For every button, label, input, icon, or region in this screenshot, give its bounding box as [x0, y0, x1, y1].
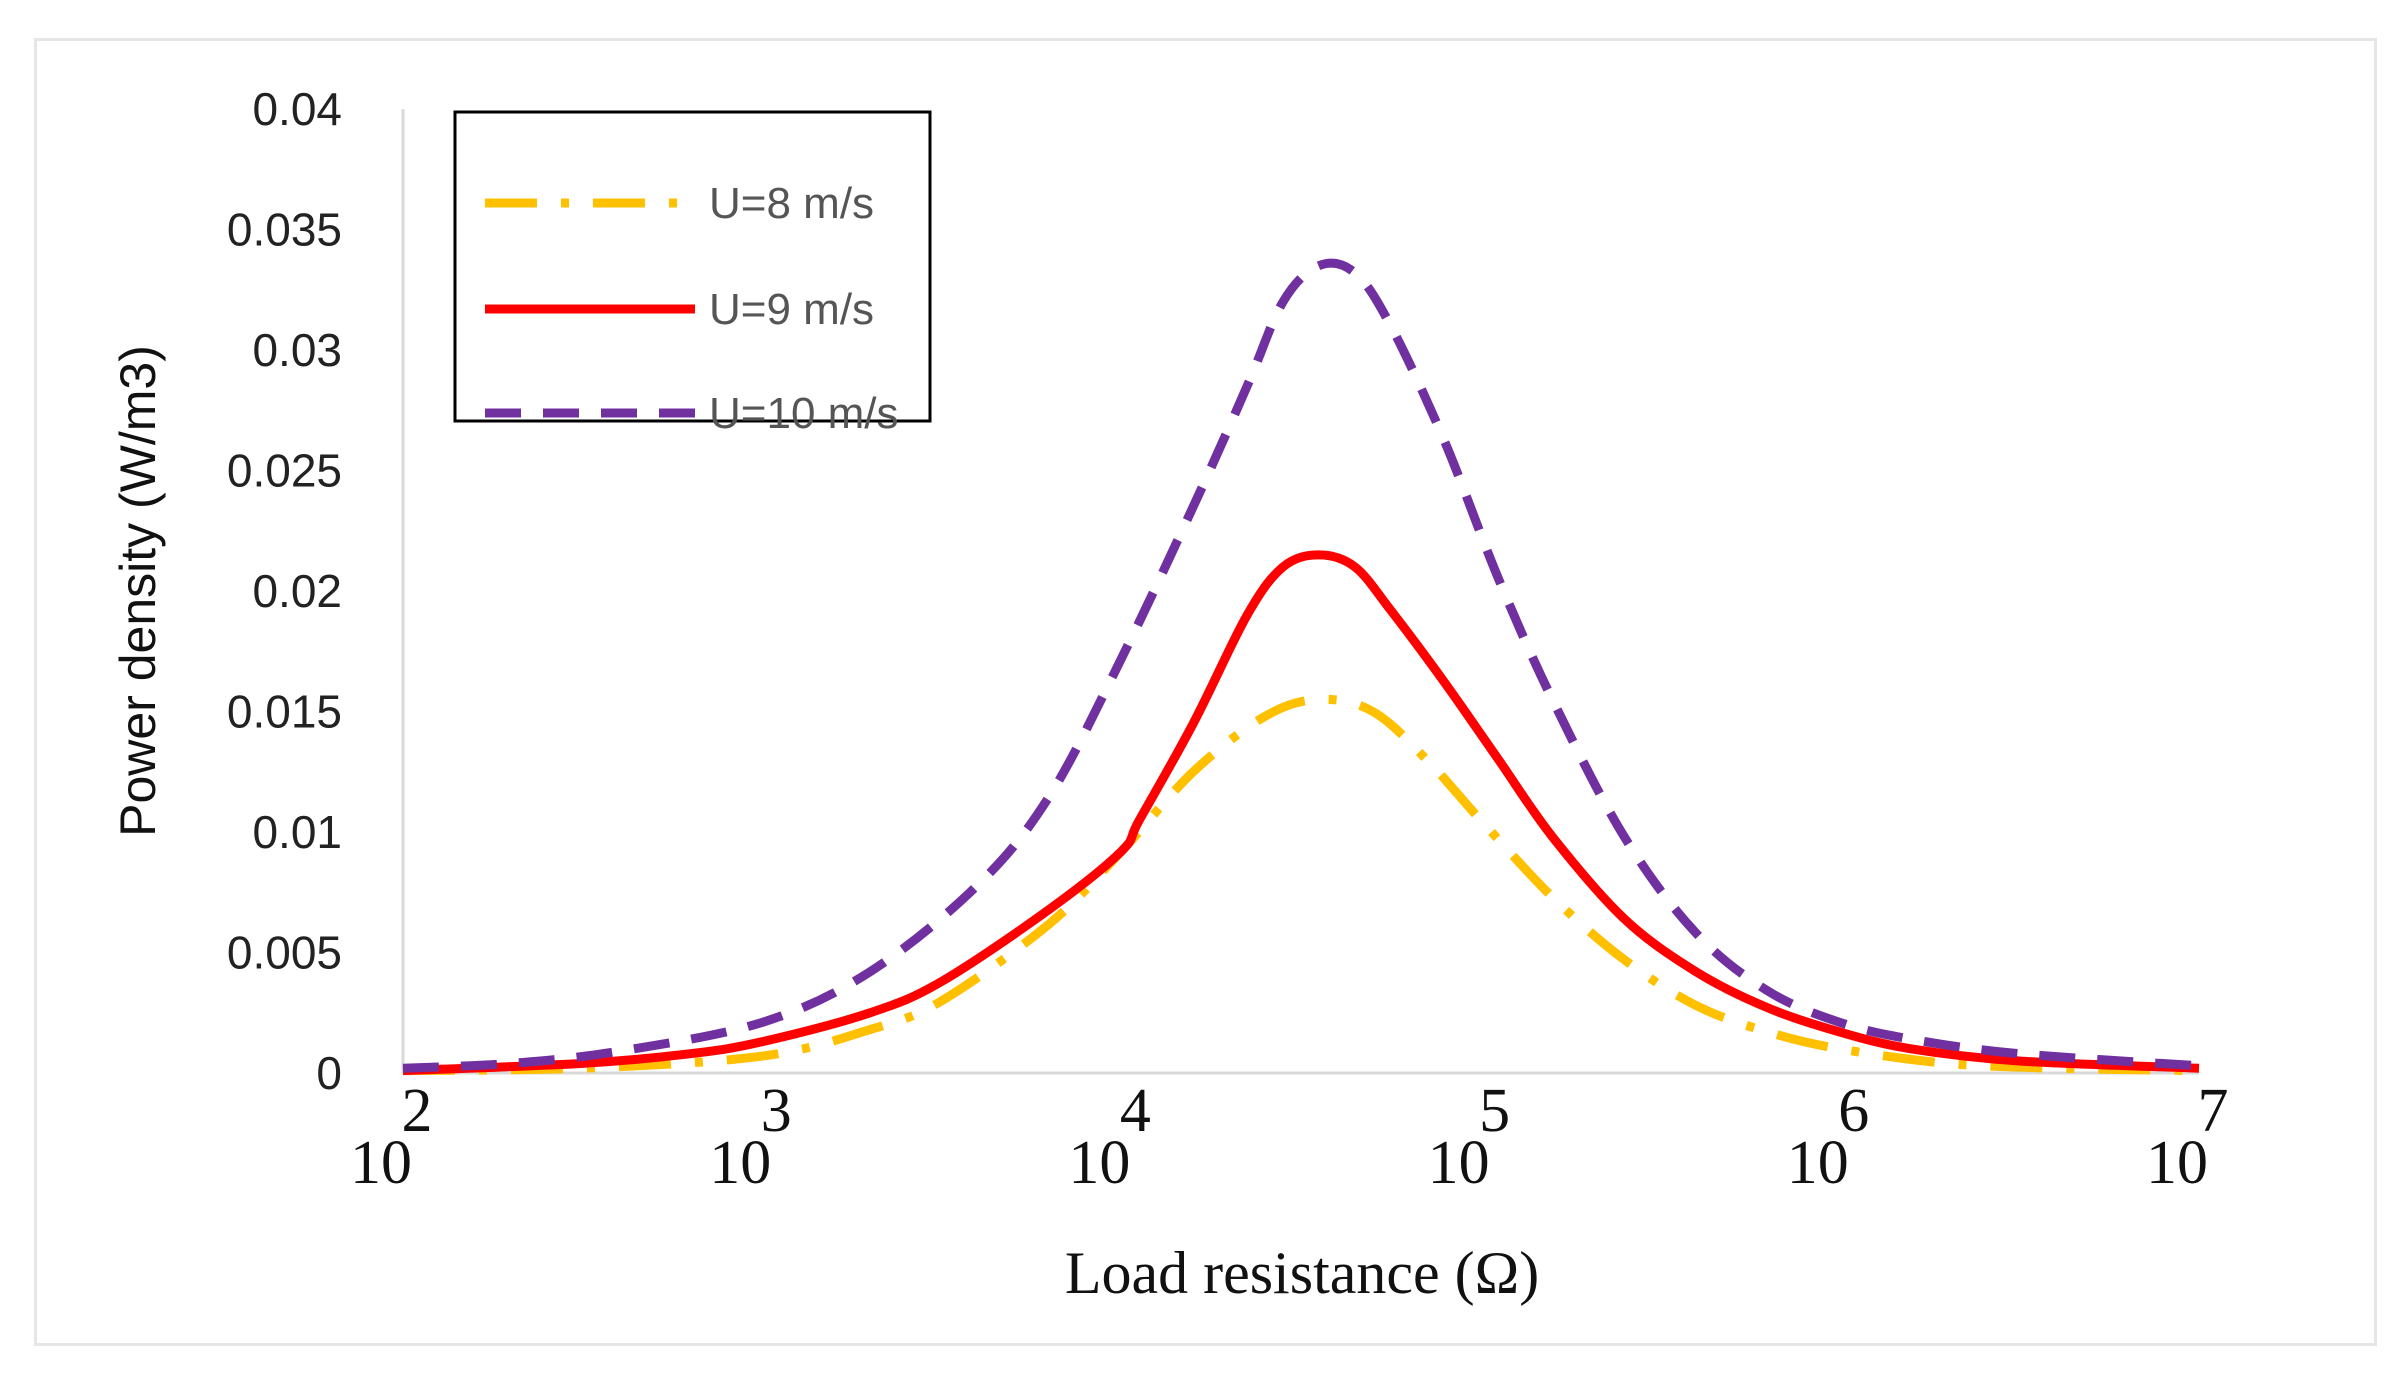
y-tick-label: 0.03: [252, 324, 342, 376]
x-axis-title: Load resistance (Ω): [1065, 1240, 1539, 1306]
x-tick-label: 105: [1428, 1077, 1511, 1197]
y-tick-label: 0.02: [252, 565, 342, 617]
chart-frame: 0 0.005 0.01 0.015 0.02 0.025 0.03 0.035 0.04 10…: [34, 38, 2377, 1346]
y-tick-label: 0: [316, 1047, 342, 1099]
y-tick-label: 0.025: [227, 445, 342, 497]
x-tick-label: 104: [1068, 1077, 1151, 1197]
y-tick-label: 0.005: [227, 927, 342, 979]
y-axis-title: Power density (W/m3): [110, 345, 166, 837]
legend-label: U=8 m/s: [709, 179, 874, 228]
x-tick-base: 10: [350, 1129, 412, 1197]
legend-item: U=8 m/s: [485, 179, 874, 228]
y-tick-label: 0.015: [227, 686, 342, 738]
legend-label: U=10 m/s: [709, 389, 899, 438]
x-tick-exponent: 5: [1479, 1077, 1510, 1145]
series-layer: [402, 258, 2200, 1076]
x-tick-label: 106: [1787, 1077, 1870, 1197]
axes: [401, 109, 2199, 1075]
x-tick-label: 107: [2146, 1077, 2229, 1197]
series-line-1: [402, 694, 2200, 1076]
legend: U=8 m/s U=9 m/s U=10 m/s: [453, 110, 932, 438]
y-tick-labels: 0 0.005 0.01 0.015 0.02 0.025 0.03 0.035 0.04: [227, 83, 342, 1099]
x-tick-base: 10: [1068, 1129, 1130, 1197]
x-tick-exponent: 7: [2198, 1077, 2229, 1145]
x-tick-base: 10: [1428, 1129, 1490, 1197]
x-tick-exponent: 4: [1120, 1077, 1151, 1145]
x-tick-exponent: 3: [761, 1077, 792, 1145]
power-density-chart: 0 0.005 0.01 0.015 0.02 0.025 0.03 0.035 0.04 10…: [110, 83, 2229, 1306]
x-tick-label: 102: [350, 1077, 433, 1197]
x-tick-exponent: 2: [402, 1077, 433, 1145]
legend-item: U=10 m/s: [485, 389, 899, 438]
y-tick-label: 0.04: [252, 83, 342, 135]
series-line-3: [402, 258, 2200, 1073]
y-tick-label: 0.01: [252, 806, 342, 858]
x-tick-base: 10: [1787, 1129, 1849, 1197]
x-tick-exponent: 6: [1838, 1077, 1869, 1145]
x-tick-base: 10: [709, 1129, 771, 1197]
legend-item: U=9 m/s: [485, 285, 874, 334]
x-tick-base: 10: [2146, 1129, 2208, 1197]
legend-label: U=9 m/s: [709, 285, 874, 334]
legend-box: [453, 110, 932, 423]
y-tick-label: 0.035: [227, 204, 342, 256]
x-tick-label: 103: [709, 1077, 792, 1197]
series-line-2: [402, 550, 2200, 1076]
